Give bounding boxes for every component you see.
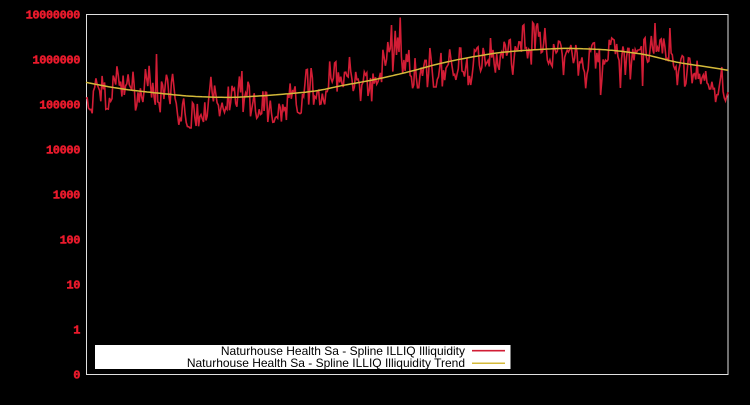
svg-text:0: 0 xyxy=(73,369,80,383)
svg-text:10000000: 10000000 xyxy=(26,9,81,23)
svg-text:10: 10 xyxy=(66,279,80,293)
svg-text:Naturhouse Health Sa - Spline: Naturhouse Health Sa - Spline ILLIQ Illi… xyxy=(187,356,465,370)
svg-text:100: 100 xyxy=(60,234,81,248)
svg-text:1000000: 1000000 xyxy=(32,54,80,68)
svg-text:1000: 1000 xyxy=(53,189,80,203)
svg-text:1: 1 xyxy=(73,324,80,338)
svg-text:10000: 10000 xyxy=(46,144,80,158)
svg-text:100000: 100000 xyxy=(39,99,80,113)
svg-text:Naturhouse Health Sa - Spline: Naturhouse Health Sa - Spline ILLIQ Illi… xyxy=(221,344,465,358)
